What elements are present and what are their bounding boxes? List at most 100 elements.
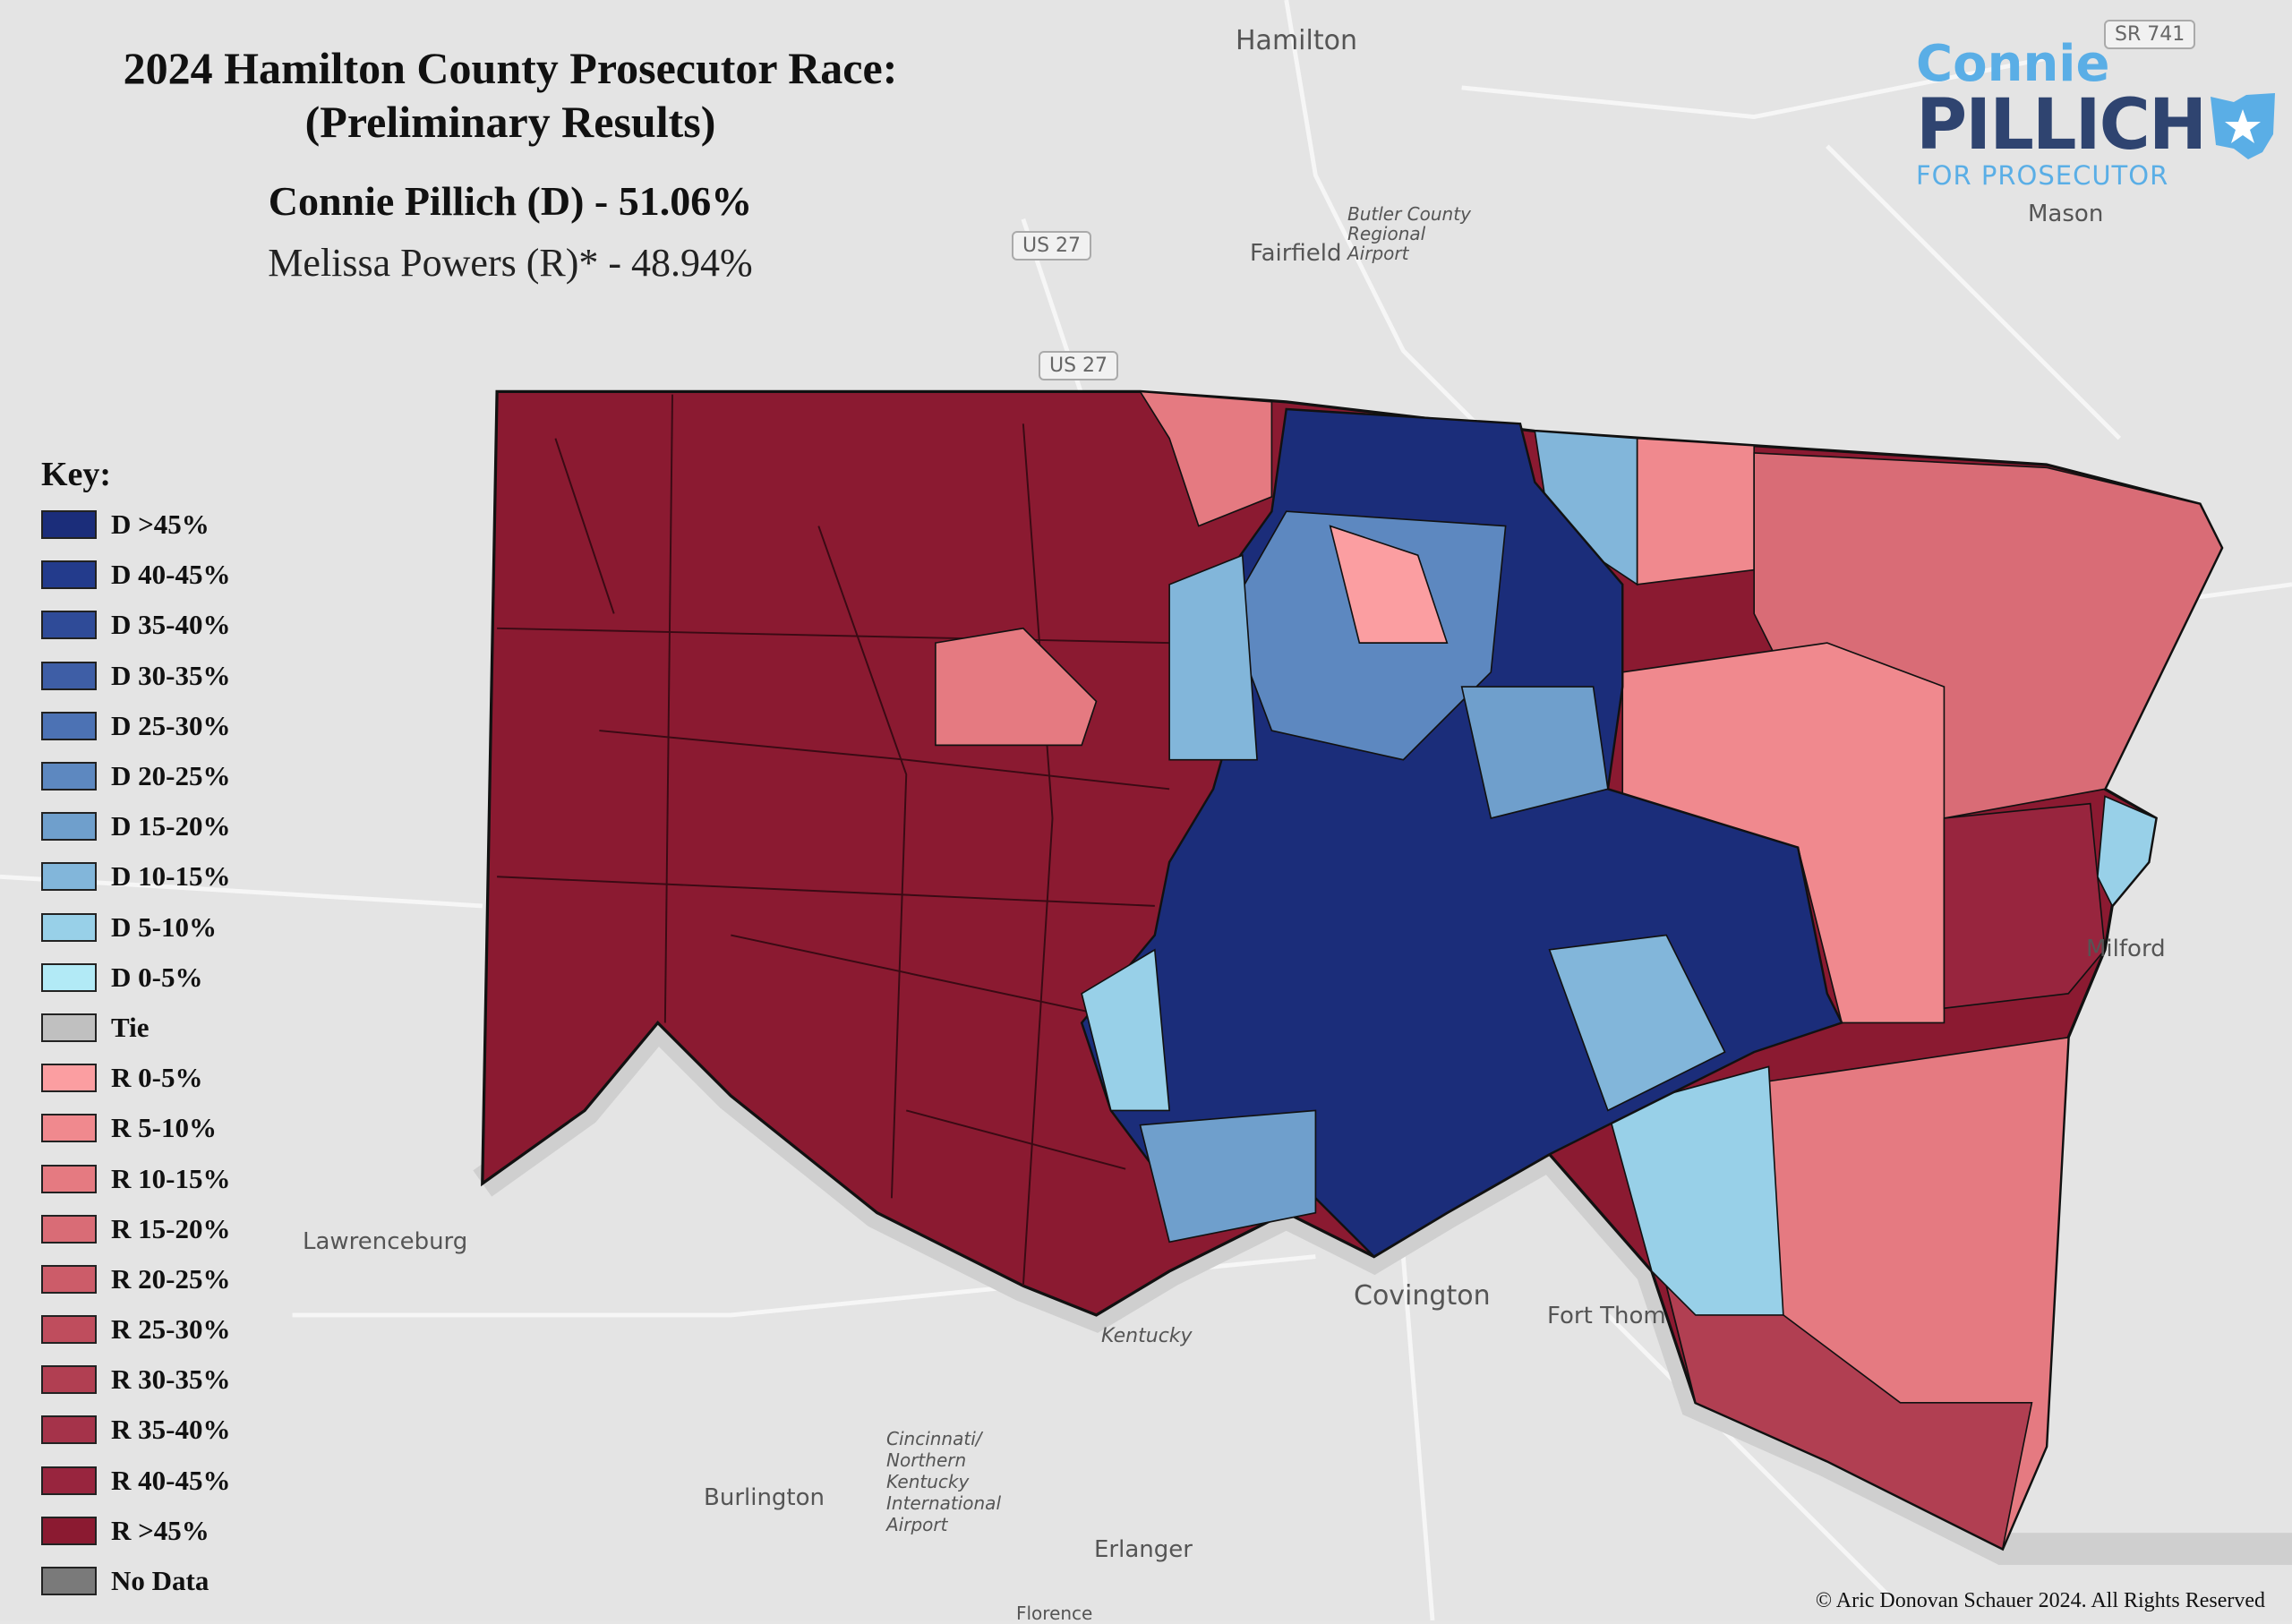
legend-label: D 40-45% [111,559,231,591]
label-florence: Florence [1016,1603,1093,1624]
legend-swatch [41,812,97,842]
precincts-r-light-north [1636,437,1755,585]
legend-label: D >45% [111,509,210,541]
shield-sr741: SR 741 [2104,20,2196,49]
legend-swatch [41,762,97,791]
precincts-d-mid-east [1460,686,1609,819]
shield-us27-north: US 27 [1012,231,1092,261]
legend-label: R 25-30% [111,1313,231,1346]
logo-first-name: Connie [1916,35,2110,93]
map-title: 2024 Hamilton County Prosecutor Race: (P… [36,41,985,149]
legend-swatch [41,1264,97,1294]
legend-swatch [41,962,97,992]
legend-swatch [41,1064,97,1093]
legend-item: R 30-35% [41,1355,230,1405]
legend-item: R 5-10% [41,1103,230,1153]
legend-item: D 40-45% [41,550,230,600]
precincts-d-south [1139,1109,1317,1244]
precinct-r-light-west [935,627,1098,747]
legend-label: R 35-40% [111,1414,231,1446]
legend-item: No Data [41,1556,230,1606]
legend-swatch [41,1567,97,1596]
legend-item: D 25-30% [41,701,230,751]
title-line-1: 2024 Hamilton County Prosecutor Race: [123,43,898,93]
ohio-star-icon [2211,93,2276,159]
precincts-d-light-river [1606,1065,1784,1316]
label-burlington: Burlington [704,1484,825,1511]
label-milford: Milford [2086,936,2166,962]
legend-item: D 0-5% [41,953,230,1003]
legend-swatch [41,510,97,540]
legend-item: R 40-45% [41,1456,230,1506]
label-hamilton: Hamilton [1236,25,1357,56]
legend-item: R 35-40% [41,1405,230,1455]
legend-item: R 10-15% [41,1153,230,1203]
legend-item: D >45% [41,500,230,550]
legend-swatch [41,711,97,740]
dem-result: Connie Pillich (D) - 51.06% [268,178,753,224]
precinct-d-light-milford [2097,795,2158,908]
label-covington: Covington [1354,1280,1491,1312]
label-cvg-airport: Cincinnati/ Northern Kentucky Internatio… [886,1428,1001,1535]
legend-swatch [41,1114,97,1143]
legend-item: D 20-25% [41,751,230,801]
precincts-r-light-center [1329,525,1449,644]
label-butler-airport: Butler County Regional Airport [1347,203,1471,264]
legend-label: R 40-45% [111,1464,231,1496]
legend-item: D 10-15% [41,851,230,902]
copyright: © Aric Donovan Schauer 2024. All Rights … [1815,1589,2265,1612]
legend-label: R 15-20% [111,1212,231,1244]
legend-item: D 15-20% [41,801,230,851]
legend-swatch [41,611,97,640]
precincts-d-light-west-edge [1081,948,1171,1112]
legend-label: D 35-40% [111,609,231,641]
precincts-d-light-center-east [1548,934,1726,1112]
legend-swatch [41,1214,97,1244]
legend-item: Tie [41,1003,230,1053]
legend-item: R 25-30% [41,1304,230,1355]
campaign-logo: Connie PILLICH FOR PROSECUTOR [1916,39,2279,190]
precinct-lines-west [497,394,1170,1286]
legend-title: Key: [41,456,112,493]
legend-swatch [41,1315,97,1345]
precincts-r-south-edge [1665,1285,2033,1551]
title-line-2: (Preliminary Results) [304,97,716,147]
precincts-d-mid-northwest [1168,554,1258,761]
legend-label: D 10-15% [111,860,231,893]
legend-label: D 0-5% [111,961,203,993]
legend-label: R 10-15% [111,1162,231,1194]
legend-label: No Data [111,1565,210,1597]
legend-swatch [41,1164,97,1193]
label-kentucky: Kentucky [1101,1325,1193,1347]
label-erlanger: Erlanger [1094,1536,1193,1563]
legend-swatch [41,1013,97,1042]
legend-label: D 5-10% [111,910,217,943]
legend-item: R 0-5% [41,1053,230,1103]
shield-us27-south: US 27 [1039,351,1119,380]
legend-item: D 30-35% [41,651,230,701]
legend-label: R >45% [111,1514,210,1546]
legend-swatch [41,1516,97,1545]
legend-label: R 30-35% [111,1363,231,1396]
legend-swatch [41,661,97,690]
precincts-r-moderate-west [1138,390,1273,527]
legend-label: Tie [111,1011,150,1043]
precincts-r-dark-east [1943,802,2106,1010]
logo-last-name: PILLICH [1916,85,2207,166]
legend-swatch [41,1466,97,1495]
legend-swatch [41,912,97,942]
legend-label: D 25-30% [111,709,231,741]
legend-item: R 20-25% [41,1254,230,1304]
legend-label: D 20-25% [111,760,231,792]
legend-label: D 30-35% [111,659,231,691]
legend-swatch [41,1365,97,1395]
legend-swatch [41,560,97,590]
legend-swatch [41,862,97,892]
legend-item: R >45% [41,1506,230,1556]
rep-result: Melissa Powers (R)* - 48.94% [268,241,753,285]
legend-swatch [41,1415,97,1445]
label-mason: Mason [2028,201,2104,227]
legend: Key: D >45% D 40-45% D 35-40% D 30-35% D 25-… [41,455,230,1606]
legend-item: D 5-10% [41,902,230,953]
